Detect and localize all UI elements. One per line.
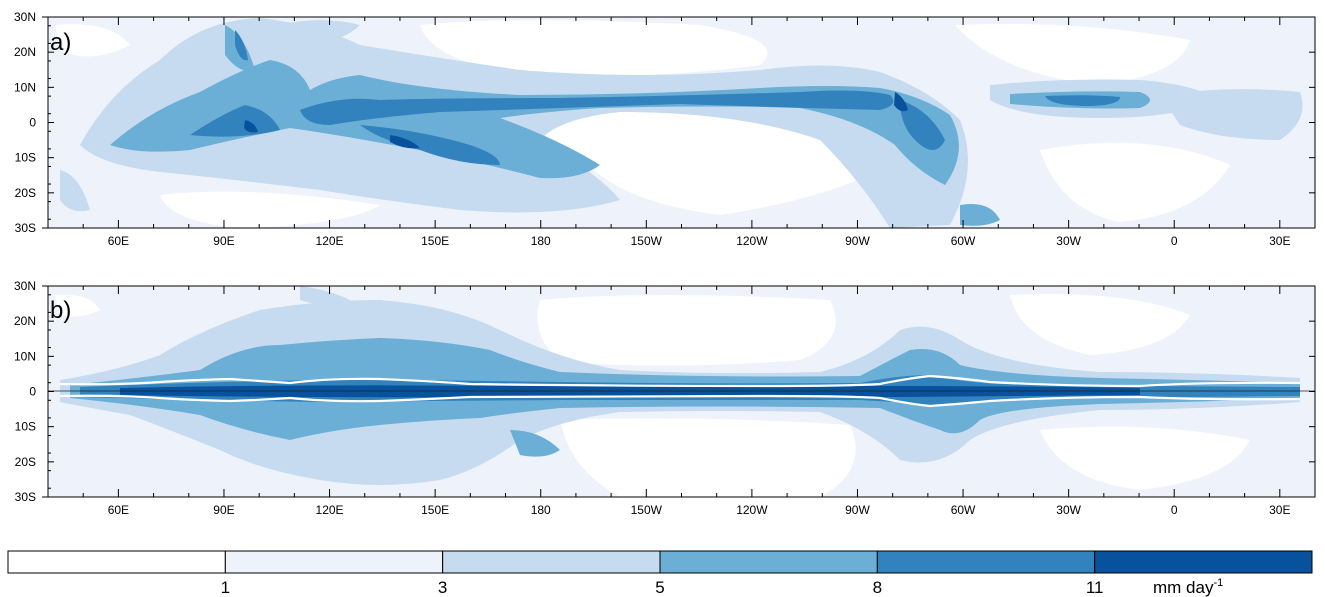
colorbar: 1 3 5 8 11 mm day-1	[7, 550, 1313, 597]
colorbar-swatch	[876, 550, 1096, 574]
lat-tick-label: 10S	[15, 151, 36, 165]
lon-tick-label: 60W	[951, 234, 976, 248]
lon-tick-label: 0	[1171, 503, 1178, 517]
lat-tick-label: 20S	[15, 455, 36, 469]
colorbar-level-label: 1	[221, 578, 230, 597]
lon-tick-label: 90W	[845, 234, 870, 248]
lat-tick-label: 20N	[14, 314, 36, 328]
colorbar-level-label: 3	[438, 578, 447, 597]
lon-tick-label: 30W	[1056, 234, 1081, 248]
colorbar-level-label: 8	[873, 578, 882, 597]
colorbar-level-label: 11	[1086, 578, 1104, 597]
panel-b-axes: 30N 20N 10N 0 10S 20S 30S 60E 90E 120E 150E 180 150W…	[14, 279, 1315, 517]
colorbar-swatch	[7, 550, 226, 574]
lon-tick-label: 30E	[1269, 234, 1290, 248]
lon-tick-label: 30E	[1269, 503, 1290, 517]
colorbar-swatch	[1094, 550, 1313, 574]
panel-b-label: b)	[50, 297, 71, 324]
colorbar-swatch	[659, 550, 878, 574]
lon-tick-label: 150W	[631, 503, 663, 517]
lat-tick-label: 20S	[15, 186, 36, 200]
colorbar-swatch	[224, 550, 444, 574]
lon-tick-label: 90W	[845, 503, 870, 517]
lat-tick-label: 10S	[15, 420, 36, 434]
lon-tick-label: 60E	[108, 503, 129, 517]
lat-tick-label: 20N	[14, 45, 36, 59]
lon-tick-label: 60W	[951, 503, 976, 517]
lon-tick-label: 180	[531, 503, 551, 517]
lon-tick-label: 180	[531, 234, 551, 248]
panel-b-field	[48, 286, 1315, 497]
lon-tick-label: 150E	[421, 503, 449, 517]
panel-a-field	[48, 17, 1315, 228]
lat-tick-label: 30N	[14, 279, 36, 293]
lat-tick-label: 30N	[14, 10, 36, 24]
lat-tick-label: 30S	[15, 221, 36, 235]
panel-a-label: a)	[50, 29, 71, 56]
lat-tick-label: 10N	[14, 80, 36, 94]
lon-tick-label: 30W	[1056, 503, 1081, 517]
lon-tick-label: 90E	[213, 234, 234, 248]
lon-tick-label: 90E	[213, 503, 234, 517]
panel-b: 30N 20N 10N 0 10S 20S 30S 60E 90E 120E 150E 180 150W…	[14, 279, 1316, 517]
lon-tick-label: 120E	[316, 234, 344, 248]
lon-tick-label: 60E	[108, 234, 129, 248]
colorbar-units: mm day-1	[1153, 577, 1223, 597]
lat-tick-label: 30S	[15, 490, 36, 504]
lat-tick-label: 10N	[14, 349, 36, 363]
lon-tick-label: 120W	[736, 503, 768, 517]
colorbar-swatch	[442, 550, 661, 574]
panel-a: 30N 20N 10N 0 10S 20S 30S 60E 90E 120E 150E 180 150W…	[14, 10, 1316, 248]
lat-tick-label: 0	[29, 385, 36, 399]
lon-tick-label: 120W	[736, 234, 768, 248]
lon-tick-label: 120E	[316, 503, 344, 517]
lat-tick-label: 0	[29, 116, 36, 130]
lon-tick-label: 150E	[421, 234, 449, 248]
colorbar-level-label: 5	[655, 578, 664, 597]
panel-a-axes: 30N 20N 10N 0 10S 20S 30S 60E 90E 120E 150E 180 150W…	[14, 10, 1315, 248]
lon-tick-label: 150W	[631, 234, 663, 248]
lon-tick-label: 0	[1171, 234, 1178, 248]
